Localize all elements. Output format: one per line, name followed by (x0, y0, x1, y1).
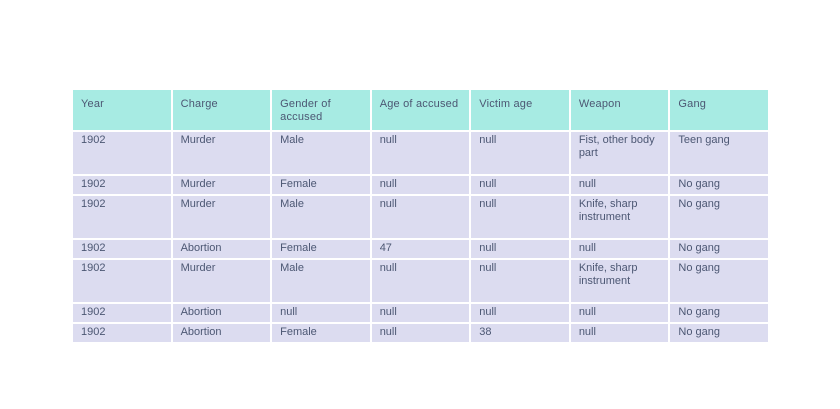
table-cell: Knife, sharp instrument (570, 260, 669, 302)
table-cell: No gang (670, 260, 768, 302)
table-cell: Abortion (172, 324, 271, 342)
table-cell: Abortion (172, 240, 271, 258)
table-cell: null (471, 260, 569, 302)
data-table-container: Year Charge Gender of accused Age of accuse… (71, 88, 770, 342)
table-cell: null (371, 196, 470, 238)
table-cell: Knife, sharp instrument (570, 196, 669, 238)
column-header[interactable]: Age of accused (371, 90, 470, 130)
column-header[interactable]: Charge (172, 90, 271, 130)
table-cell: Murder (172, 260, 271, 302)
table-cell: null (371, 132, 470, 174)
table-body: 1902 Murder Male null null Fist, other body p… (73, 132, 768, 342)
table-cell: 1902 (73, 132, 171, 174)
table-cell: null (371, 260, 470, 302)
table-cell: Teen gang (670, 132, 768, 174)
table-cell: No gang (670, 240, 768, 258)
table-cell: 1902 (73, 240, 171, 258)
table-header-row: Year Charge Gender of accused Age of accuse… (73, 90, 768, 130)
table-cell: No gang (670, 304, 768, 322)
table-header: Year Charge Gender of accused Age of accuse… (73, 90, 768, 130)
table-cell: Female (272, 240, 370, 258)
table-cell: null (471, 240, 569, 258)
results-table: Year Charge Gender of accused Age of accuse… (71, 88, 770, 342)
table-cell: Male (272, 132, 370, 174)
table-cell: Fist, other body part (570, 132, 669, 174)
table-cell: null (371, 176, 470, 194)
table-cell: Male (272, 260, 370, 302)
table-cell: Female (272, 324, 370, 342)
table-cell: No gang (670, 324, 768, 342)
table-cell: Murder (172, 132, 271, 174)
table-row: 1902 Murder Male null null Knife, sharp instr… (73, 260, 768, 302)
table-cell: null (471, 304, 569, 322)
table-row: 1902 Murder Male null null Fist, other body p… (73, 132, 768, 174)
table-row: 1902 Murder Female null null null No gang (73, 176, 768, 194)
table-cell: Murder (172, 196, 271, 238)
table-cell: null (371, 324, 470, 342)
table-cell: 47 (371, 240, 470, 258)
column-header[interactable]: Year (73, 90, 171, 130)
table-cell: Female (272, 176, 370, 194)
column-header[interactable]: Gender of accused (272, 90, 370, 130)
table-row: 1902 Abortion Female 47 null null No gang (73, 240, 768, 258)
table-row: 1902 Murder Male null null Knife, sharp instr… (73, 196, 768, 238)
column-header[interactable]: Victim age (471, 90, 569, 130)
table-cell: Abortion (172, 304, 271, 322)
table-cell: Male (272, 196, 370, 238)
table-cell: null (570, 324, 669, 342)
table-cell: null (371, 304, 470, 322)
table-cell: null (471, 176, 569, 194)
table-cell: null (570, 176, 669, 194)
table-row: 1902 Abortion Female null 38 null No gang (73, 324, 768, 342)
table-cell: 1902 (73, 260, 171, 302)
table-cell: No gang (670, 196, 768, 238)
table-cell: null (471, 196, 569, 238)
table-cell: Murder (172, 176, 271, 194)
table-cell: null (570, 240, 669, 258)
table-cell: 1902 (73, 304, 171, 322)
table-cell: 1902 (73, 176, 171, 194)
table-row: 1902 Abortion null null null null No gang (73, 304, 768, 322)
table-cell: null (272, 304, 370, 322)
column-header[interactable]: Weapon (570, 90, 669, 130)
table-cell: 38 (471, 324, 569, 342)
table-cell: null (471, 132, 569, 174)
column-header[interactable]: Gang (670, 90, 768, 130)
table-cell: 1902 (73, 324, 171, 342)
table-cell: No gang (670, 176, 768, 194)
table-cell: 1902 (73, 196, 171, 238)
table-cell: null (570, 304, 669, 322)
